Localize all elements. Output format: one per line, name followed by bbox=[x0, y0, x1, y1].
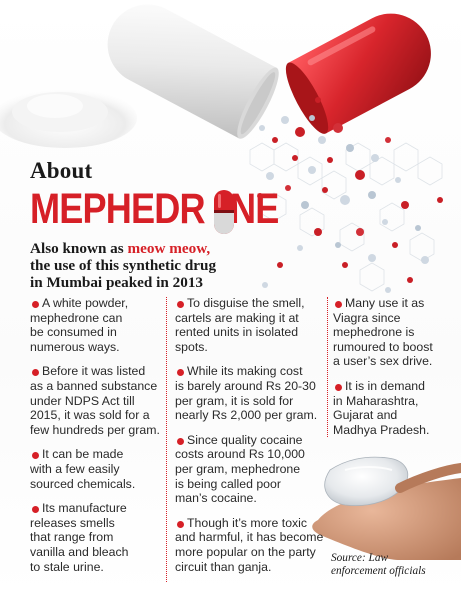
molecule-grid-image bbox=[249, 142, 443, 292]
fact-line: Since quality cocaine bbox=[187, 432, 303, 447]
source-credit: Source: Law enforcement officials bbox=[331, 552, 456, 578]
fact-line: per gram, mephedrone bbox=[175, 461, 301, 476]
fact-line: rented units in isolated bbox=[175, 325, 299, 340]
fact-line: Though it’s more toxic bbox=[187, 515, 308, 530]
fact-column-1: A white powder, mephedrone can be consum… bbox=[30, 296, 160, 584]
fact-line: rumoured to boost bbox=[333, 339, 433, 354]
subtitle-line-1: Also known as meow meow, bbox=[30, 240, 211, 257]
source-line: enforcement officials bbox=[331, 565, 426, 577]
fact-line: Viagra since bbox=[333, 310, 401, 325]
bullet-dot bbox=[335, 383, 342, 391]
bullet-dot bbox=[177, 437, 184, 445]
heading-about: About bbox=[30, 158, 93, 183]
fact-line: with a few easily bbox=[30, 461, 120, 476]
bullet-dot bbox=[32, 452, 39, 460]
fact-item: Since quality cocaine costs around Rs 10… bbox=[175, 433, 325, 506]
fact-line: Many use it as bbox=[345, 296, 425, 310]
fact-item: While its making cost is barely around R… bbox=[175, 364, 325, 422]
capsule-image bbox=[107, 4, 431, 139]
fact-line: to stale urine. bbox=[30, 559, 104, 574]
fact-line: in Maharashtra, bbox=[333, 393, 419, 408]
fact-column-2: To disguise the smell, cartels are makin… bbox=[175, 296, 325, 584]
fact-item: Many use it as Viagra since mephedrone i… bbox=[333, 296, 453, 369]
fact-line: man’s cocaine. bbox=[175, 491, 257, 506]
fact-line: per gram, it is sold for bbox=[175, 393, 294, 408]
source-line: Source: Law bbox=[331, 552, 389, 564]
bullet-dot bbox=[32, 506, 39, 514]
fact-item: To disguise the smell, cartels are makin… bbox=[175, 296, 325, 354]
column-divider bbox=[327, 297, 328, 437]
fact-line: is barely around Rs 20-30 bbox=[175, 378, 316, 393]
fact-item: Its manufacture releases smells that ran… bbox=[30, 501, 158, 574]
fact-column-3: Many use it as Viagra since mephedrone i… bbox=[333, 296, 453, 447]
fact-line: nearly Rs 2,000 per gram. bbox=[175, 408, 318, 423]
page-title: MEPHEDR NE bbox=[30, 185, 279, 234]
fact-line: 2015, it was sold for a bbox=[30, 408, 150, 423]
fact-line: releases smells bbox=[30, 515, 115, 530]
fact-line: Before it was listed bbox=[42, 364, 146, 379]
fact-item: It can be made with a few easily sourced… bbox=[30, 447, 158, 491]
fact-line: Gujarat and bbox=[333, 408, 398, 423]
title-part-2: NE bbox=[229, 185, 279, 233]
subtitle-line-2: the use of this synthetic drug bbox=[30, 257, 217, 274]
fact-line: To disguise the smell, bbox=[187, 296, 305, 310]
capsule-icon bbox=[214, 190, 234, 234]
bullet-dot bbox=[177, 520, 184, 528]
bullet-dot bbox=[177, 369, 184, 377]
subtitle-highlight: meow meow, bbox=[127, 240, 211, 257]
fact-line: more popular on the party bbox=[175, 544, 316, 559]
bullet-dot bbox=[177, 301, 184, 308]
fact-line: mephedrone can bbox=[30, 310, 123, 325]
fact-line: circuit than ganja. bbox=[175, 559, 272, 574]
fact-line: It is in demand bbox=[345, 378, 425, 393]
fact-line: spots. bbox=[175, 339, 208, 354]
fact-item: It is in demand in Maharashtra, Gujarat … bbox=[333, 379, 453, 437]
fact-line: as a banned substance bbox=[30, 378, 158, 393]
fact-line: numerous ways. bbox=[30, 339, 120, 354]
fact-line: A white powder, bbox=[42, 296, 129, 310]
fact-line: few hundreds per gram. bbox=[30, 422, 160, 437]
fact-line: be consumed in bbox=[30, 325, 117, 340]
fact-line: and harmful, it has become bbox=[175, 530, 324, 545]
fact-line: While its making cost bbox=[187, 364, 303, 379]
fact-line: mephedrone is bbox=[333, 325, 415, 340]
bullet-dot bbox=[32, 369, 39, 377]
powder-pile-image bbox=[0, 88, 137, 148]
fact-line: cartels are making it at bbox=[175, 310, 299, 325]
fact-line: under NDPS Act till bbox=[30, 393, 135, 408]
fact-line: vanilla and bleach bbox=[30, 544, 129, 559]
fact-line: Madhya Pradesh. bbox=[333, 422, 430, 437]
title-part-1: MEPHEDR bbox=[30, 185, 206, 233]
fact-line: It can be made bbox=[42, 447, 124, 462]
bullet-dot bbox=[32, 301, 39, 308]
subtitle: Also known as meow meow, the use of this… bbox=[30, 240, 330, 291]
fact-line: that range from bbox=[30, 530, 114, 545]
fact-line: costs around Rs 10,000 bbox=[175, 447, 305, 462]
fact-item: Before it was listed as a banned substan… bbox=[30, 364, 160, 437]
bullet-dot bbox=[335, 301, 342, 308]
fact-line: a user’s sex drive. bbox=[333, 354, 433, 369]
hand-with-bag-image bbox=[312, 456, 461, 560]
column-divider bbox=[166, 297, 167, 582]
fact-line: sourced chemicals. bbox=[30, 476, 136, 491]
fact-item: Though it’s more toxic and harmful, it h… bbox=[175, 516, 325, 574]
fact-item: A white powder, mephedrone can be consum… bbox=[30, 296, 158, 354]
molecule-dots-image bbox=[257, 97, 443, 293]
fact-line: Its manufacture bbox=[42, 501, 127, 516]
subtitle-line-3: in Mumbai peaked in 2013 bbox=[30, 274, 204, 291]
fact-line: is being called poor bbox=[175, 476, 281, 491]
